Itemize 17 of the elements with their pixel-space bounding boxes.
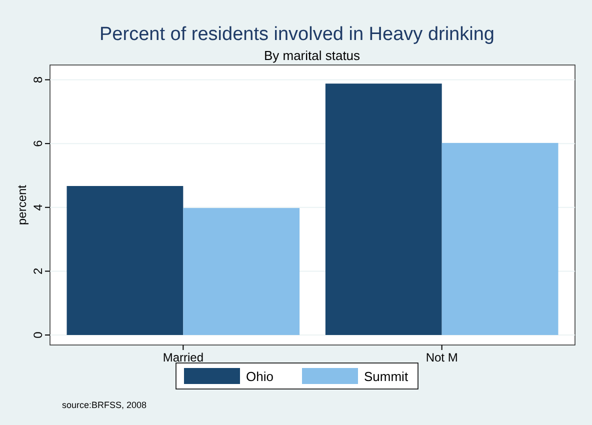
y-tick-label: 4 [31, 204, 45, 211]
y-tick-label: 2 [31, 268, 45, 275]
x-tick-label: Married [162, 350, 204, 365]
source-note: source:BRFSS, 2008 [62, 400, 147, 410]
chart-subtitle: By marital status [264, 48, 361, 63]
legend-label: Ohio [246, 369, 274, 384]
y-tick-label: 6 [31, 140, 45, 147]
bar [183, 208, 300, 335]
bar [66, 186, 184, 335]
chart-title: Percent of residents involved in Heavy drinking [100, 24, 494, 45]
bar [325, 84, 442, 335]
y-tick-label: 0 [31, 331, 45, 338]
x-tick-label: Not M [426, 350, 458, 365]
y-tick-label: 8 [31, 76, 45, 84]
bar [442, 142, 558, 335]
legend-label: Summit [364, 369, 408, 384]
y-axis-title: percent [15, 184, 29, 226]
